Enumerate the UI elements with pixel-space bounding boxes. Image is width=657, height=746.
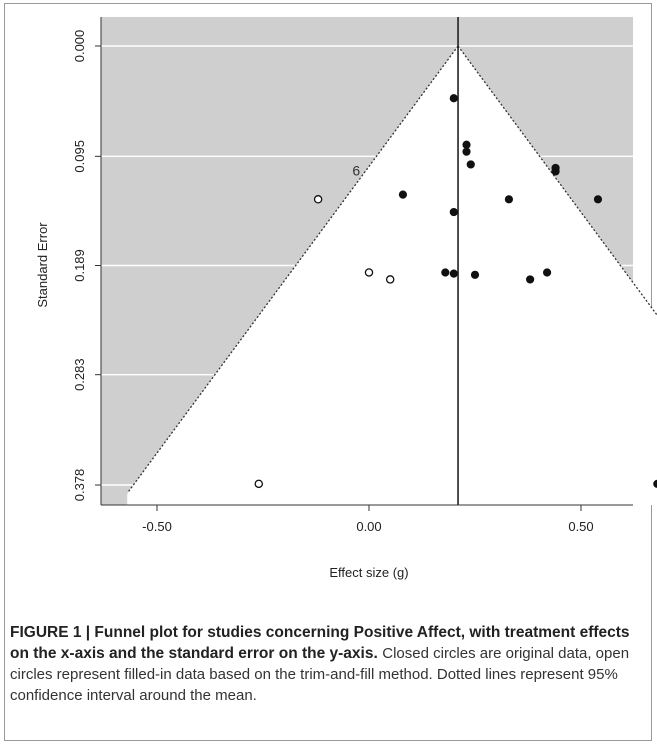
y-tick-label-4: 0.378 bbox=[72, 469, 87, 502]
closed-point-1 bbox=[462, 140, 471, 149]
open-point-3 bbox=[254, 479, 264, 489]
closed-point-7 bbox=[504, 195, 514, 204]
x-tick-label-0: -0.50 bbox=[142, 519, 172, 534]
closed-point-6 bbox=[398, 190, 408, 199]
closed-point-9 bbox=[449, 207, 458, 217]
closed-point-13 bbox=[542, 268, 552, 277]
funnel-region-overlay bbox=[127, 46, 657, 505]
figure-caption: FIGURE 1 | Funnel plot for studies conce… bbox=[10, 622, 646, 706]
caption-body: Closed circles are original data, open c… bbox=[10, 645, 630, 704]
open-point-2 bbox=[385, 275, 395, 284]
x-tick-label-2: 0.50 bbox=[568, 519, 593, 534]
y-axis-label: Standard Error bbox=[35, 222, 50, 308]
closed-point-14 bbox=[526, 275, 535, 284]
closed-point-15 bbox=[653, 479, 657, 488]
closed-point-8 bbox=[593, 195, 603, 204]
closed-point-2 bbox=[462, 147, 471, 156]
closed-point-12 bbox=[470, 270, 480, 279]
y-tick-label-1: 0.095 bbox=[72, 140, 87, 173]
x-axis-label: Effect size (g) bbox=[329, 565, 408, 580]
funnel-plot: 0.0000.0950.1890.2830.378-0.500.000.501.… bbox=[35, 17, 657, 580]
annotation-label: 6 bbox=[352, 162, 360, 178]
y-tick-label-0: 0.000 bbox=[72, 30, 87, 63]
ci-line-right bbox=[457, 45, 657, 317]
ci-line-left bbox=[126, 45, 459, 494]
open-point-0 bbox=[313, 195, 323, 204]
x-tick-label-1: 0.00 bbox=[356, 519, 381, 534]
y-tick-label-2: 0.189 bbox=[72, 249, 87, 282]
closed-point-5 bbox=[551, 167, 560, 176]
closed-point-3 bbox=[466, 160, 475, 169]
caption-title: FIGURE 1 | Funnel plot for studies conce… bbox=[10, 624, 630, 662]
closed-point-10 bbox=[441, 268, 450, 277]
closed-point-11 bbox=[449, 269, 458, 278]
closed-point-0 bbox=[449, 94, 458, 103]
open-point-1 bbox=[364, 268, 374, 277]
y-tick-label-3: 0.283 bbox=[72, 358, 87, 391]
